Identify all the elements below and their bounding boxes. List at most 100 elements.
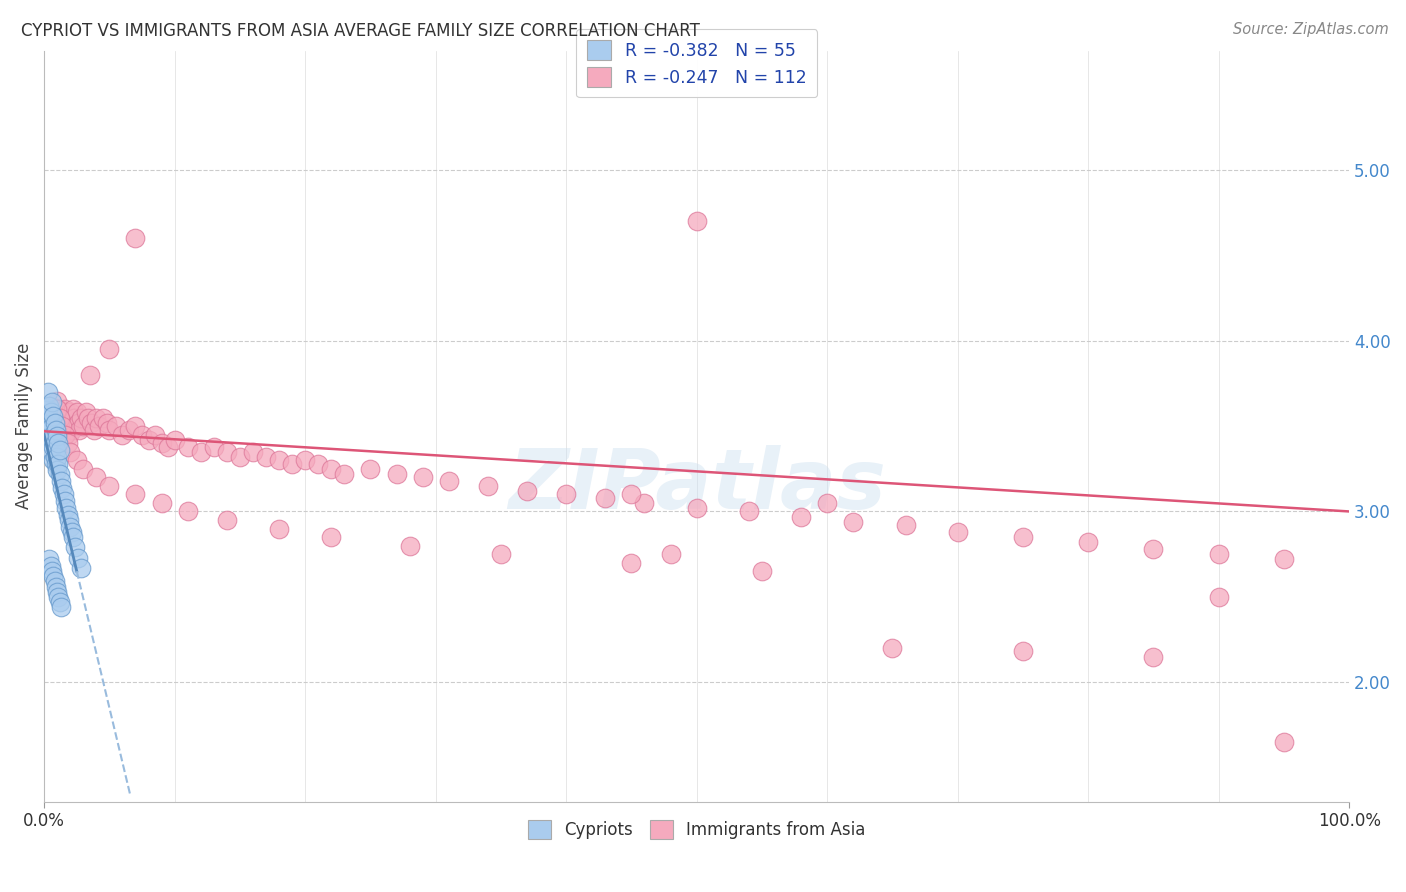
Point bbox=[307, 457, 329, 471]
Point bbox=[46, 463, 69, 477]
Point bbox=[56, 419, 79, 434]
Point bbox=[35, 410, 58, 425]
Point bbox=[42, 440, 65, 454]
Point bbox=[294, 453, 316, 467]
Point bbox=[157, 440, 180, 454]
Point bbox=[477, 479, 499, 493]
Point bbox=[80, 416, 103, 430]
Y-axis label: Average Family Size: Average Family Size bbox=[15, 343, 32, 509]
Point bbox=[45, 423, 67, 437]
Point bbox=[60, 524, 83, 539]
Point bbox=[46, 450, 69, 464]
Point bbox=[42, 569, 65, 583]
Point bbox=[815, 496, 838, 510]
Point bbox=[63, 410, 86, 425]
Point bbox=[45, 423, 67, 437]
Point bbox=[67, 423, 90, 437]
Point bbox=[738, 504, 761, 518]
Point bbox=[49, 419, 72, 434]
Point bbox=[53, 494, 76, 508]
Point bbox=[60, 423, 83, 437]
Point bbox=[38, 399, 60, 413]
Point bbox=[49, 474, 72, 488]
Point bbox=[49, 467, 72, 481]
Point bbox=[659, 547, 682, 561]
Point bbox=[412, 470, 434, 484]
Point bbox=[98, 343, 121, 357]
Point bbox=[72, 462, 94, 476]
Point bbox=[163, 433, 186, 447]
Point bbox=[51, 419, 73, 434]
Point bbox=[44, 416, 66, 430]
Point bbox=[281, 457, 304, 471]
Point bbox=[46, 402, 69, 417]
Point bbox=[39, 436, 62, 450]
Point bbox=[67, 416, 90, 430]
Point bbox=[42, 405, 65, 419]
Point bbox=[42, 453, 65, 467]
Point bbox=[38, 423, 60, 437]
Point bbox=[242, 444, 264, 458]
Point bbox=[66, 453, 89, 467]
Point bbox=[39, 429, 62, 443]
Point bbox=[516, 483, 538, 498]
Point bbox=[254, 450, 277, 464]
Point bbox=[55, 410, 77, 425]
Point bbox=[267, 453, 290, 467]
Point bbox=[202, 440, 225, 454]
Point bbox=[51, 405, 73, 419]
Point bbox=[333, 467, 356, 481]
Point bbox=[118, 423, 141, 437]
Point bbox=[1142, 649, 1164, 664]
Point bbox=[41, 444, 63, 458]
Point bbox=[385, 467, 408, 481]
Point bbox=[38, 552, 60, 566]
Point bbox=[686, 501, 709, 516]
Text: ZIPatlas: ZIPatlas bbox=[508, 445, 886, 526]
Point bbox=[48, 590, 70, 604]
Point bbox=[359, 462, 381, 476]
Point bbox=[38, 410, 60, 425]
Point bbox=[46, 393, 69, 408]
Point bbox=[56, 436, 79, 450]
Point bbox=[44, 436, 66, 450]
Point bbox=[882, 640, 904, 655]
Point bbox=[41, 433, 63, 447]
Point bbox=[620, 556, 643, 570]
Point bbox=[190, 444, 212, 458]
Point bbox=[686, 214, 709, 228]
Point bbox=[37, 419, 59, 434]
Point bbox=[124, 231, 146, 245]
Point bbox=[398, 539, 420, 553]
Point bbox=[1142, 541, 1164, 556]
Point bbox=[751, 564, 773, 578]
Point bbox=[1272, 735, 1295, 749]
Point bbox=[58, 427, 80, 442]
Point bbox=[176, 504, 198, 518]
Point bbox=[53, 402, 76, 417]
Point bbox=[48, 457, 70, 471]
Point bbox=[37, 402, 59, 417]
Point bbox=[489, 547, 512, 561]
Point bbox=[96, 416, 118, 430]
Point bbox=[59, 416, 82, 430]
Point bbox=[45, 457, 67, 471]
Point bbox=[55, 501, 77, 516]
Point bbox=[98, 423, 121, 437]
Point bbox=[39, 399, 62, 413]
Text: Source: ZipAtlas.com: Source: ZipAtlas.com bbox=[1233, 22, 1389, 37]
Point bbox=[150, 496, 173, 510]
Point bbox=[72, 419, 94, 434]
Point bbox=[42, 409, 65, 423]
Point bbox=[143, 427, 166, 442]
Point bbox=[44, 574, 66, 589]
Point bbox=[86, 410, 108, 425]
Point bbox=[49, 410, 72, 425]
Point bbox=[595, 491, 617, 505]
Point bbox=[62, 530, 84, 544]
Point bbox=[46, 584, 69, 599]
Point bbox=[52, 487, 75, 501]
Point bbox=[1012, 530, 1035, 544]
Point bbox=[41, 410, 63, 425]
Point bbox=[1272, 552, 1295, 566]
